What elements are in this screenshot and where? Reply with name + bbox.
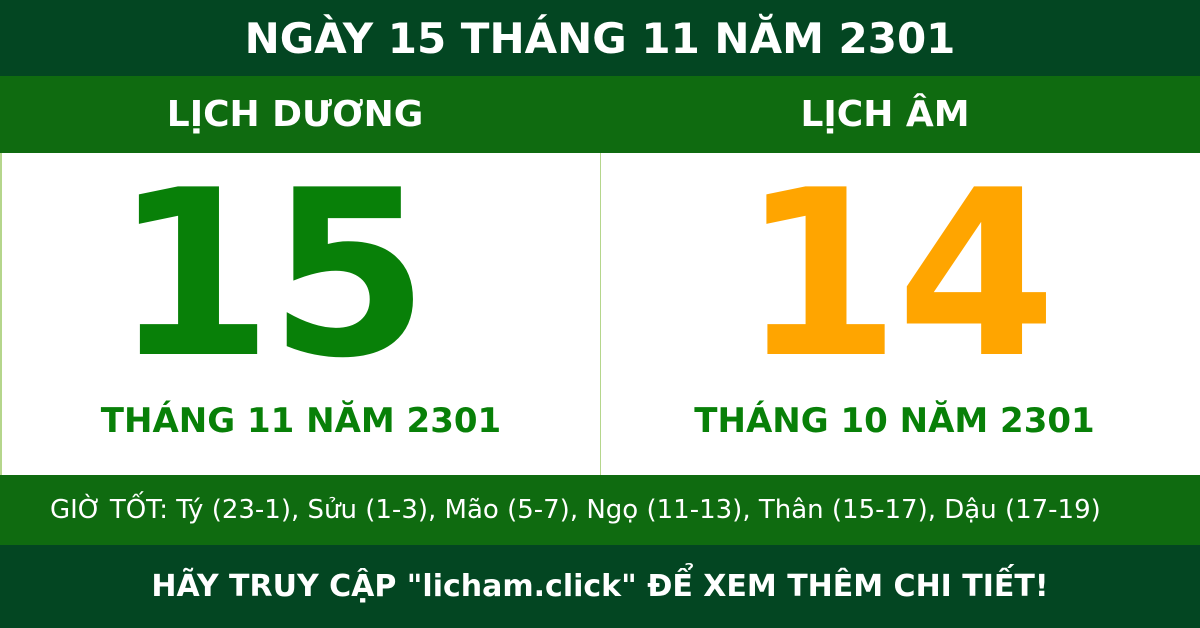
footer-cta: HÃY TRUY CẬP "licham.click" ĐỂ XEM THÊM … <box>0 545 1200 628</box>
lunar-panel: 14 THÁNG 10 NĂM 2301 <box>600 153 1200 475</box>
lunar-day: 14 <box>740 142 1056 409</box>
lunar-calendar-label: LỊCH ÂM <box>800 94 970 135</box>
good-hours: GIỜ TỐT: Tý (23-1), Sửu (1-3), Mão (5-7)… <box>0 475 1200 545</box>
lunar-month-year: THÁNG 10 NĂM 2301 <box>694 401 1095 441</box>
solar-calendar-label: LỊCH DƯƠNG <box>166 94 424 135</box>
solar-day: 15 <box>112 142 429 409</box>
calendar-headers: LỊCH DƯƠNG LỊCH ÂM <box>0 76 1200 153</box>
solar-panel: 15 THÁNG 11 NĂM 2301 <box>0 153 600 475</box>
page-title: NGÀY 15 THÁNG 11 NĂM 2301 <box>0 0 1200 76</box>
solar-month-year: THÁNG 11 NĂM 2301 <box>100 401 502 441</box>
